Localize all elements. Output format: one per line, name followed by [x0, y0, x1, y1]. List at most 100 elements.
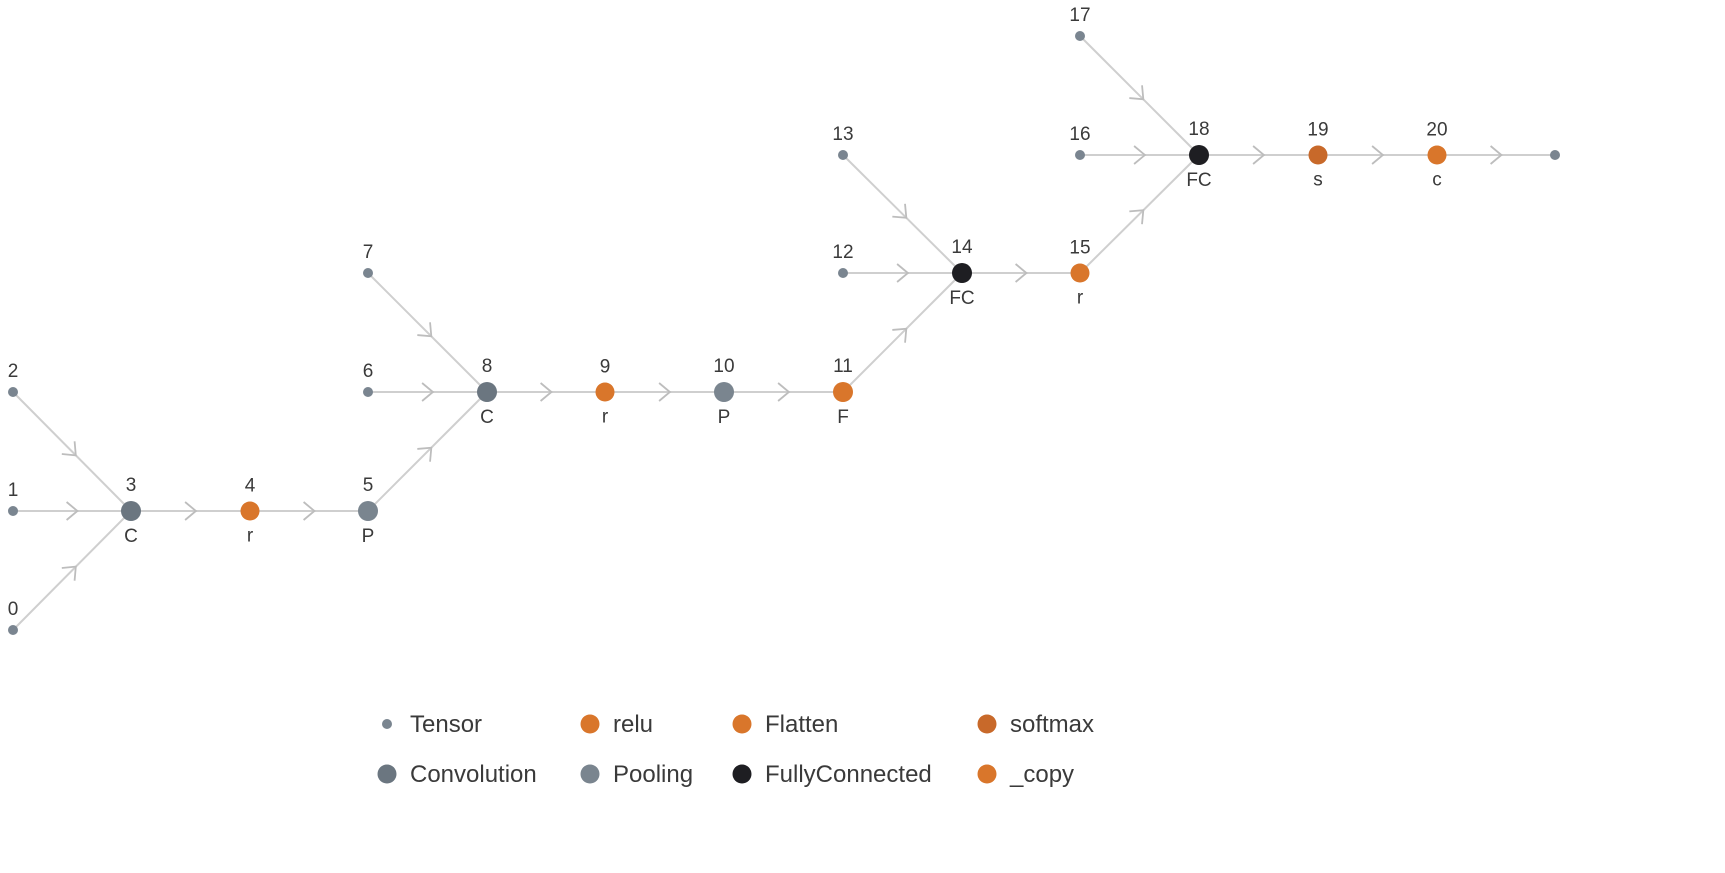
- copy-node-dot[interactable]: [1427, 145, 1447, 165]
- edge-arrow-icon: [66, 501, 79, 521]
- node-number: 1: [8, 480, 19, 501]
- node-output[interactable]: [1550, 150, 1560, 160]
- node-type-label: s: [1313, 170, 1323, 191]
- legend-label: Flatten: [765, 711, 838, 738]
- legend-swatch: [580, 764, 600, 784]
- node-12[interactable]: 12: [832, 242, 854, 278]
- legend-item-relu: relu: [580, 711, 653, 738]
- tensor-node-dot[interactable]: [1550, 150, 1560, 160]
- node-19[interactable]: 19 s: [1307, 120, 1328, 191]
- node-type-label: r: [602, 407, 609, 428]
- tensor-node-dot[interactable]: [363, 387, 373, 397]
- edge-arrow-icon: [1490, 145, 1503, 165]
- node-10[interactable]: 10 P: [713, 356, 734, 428]
- edge-arrow-icon: [1015, 263, 1028, 283]
- edge-5-8: [367, 391, 488, 512]
- node-13[interactable]: 13: [832, 124, 854, 160]
- edge-line: [1079, 154, 1200, 274]
- convolution-node-dot[interactable]: [121, 501, 141, 521]
- edge-9-10: [605, 382, 724, 402]
- edge-line: [842, 272, 963, 393]
- node-number: 18: [1188, 119, 1209, 140]
- node-0[interactable]: 0: [8, 599, 19, 635]
- tensor-node-dot[interactable]: [838, 150, 848, 160]
- relu-node-dot[interactable]: [595, 382, 615, 402]
- edge-arrow-icon: [417, 446, 433, 462]
- node-8[interactable]: 8C: [477, 356, 497, 428]
- relu-node-dot[interactable]: [1070, 263, 1090, 283]
- node-9[interactable]: 9r: [595, 357, 615, 428]
- tensor-node-dot[interactable]: [838, 268, 848, 278]
- node-type-label: F: [837, 407, 849, 428]
- legend-label: relu: [613, 711, 653, 738]
- edge-13-14: [842, 154, 963, 274]
- tensor-node-dot[interactable]: [1075, 31, 1085, 41]
- node-type-label: C: [480, 407, 494, 428]
- fullyconnected-node-dot[interactable]: [952, 263, 972, 283]
- node-number: 19: [1307, 120, 1328, 141]
- node-3[interactable]: 3C: [121, 475, 141, 547]
- tensor-node-dot[interactable]: [363, 268, 373, 278]
- edge-line: [12, 391, 132, 512]
- edge-arrow-icon: [1371, 145, 1385, 165]
- node-5[interactable]: 5P: [358, 475, 378, 547]
- pooling-node-dot[interactable]: [358, 501, 378, 521]
- pooling-node-dot[interactable]: [714, 382, 734, 402]
- edge-17-18: [1079, 35, 1200, 156]
- node-11[interactable]: 11 F: [833, 356, 853, 428]
- tensor-node-dot[interactable]: [8, 387, 18, 397]
- node-1[interactable]: 1: [8, 480, 19, 516]
- node-18[interactable]: 18 FC: [1186, 119, 1211, 191]
- edge-8-9: [487, 382, 605, 402]
- legend-swatch: [977, 764, 997, 784]
- node-20[interactable]: 20 c: [1426, 120, 1447, 191]
- edge-arrow-icon: [417, 322, 433, 338]
- legend-item-flatten: Flatten: [732, 711, 838, 738]
- tensor-node-dot[interactable]: [8, 506, 18, 516]
- node-16[interactable]: 16: [1069, 124, 1091, 160]
- node-7[interactable]: 7: [363, 242, 374, 278]
- edge-arrow-icon: [892, 203, 908, 219]
- legend-swatch: [732, 714, 752, 734]
- node-number: 5: [363, 475, 374, 496]
- edge-arrow-icon: [1129, 85, 1145, 101]
- convolution-node-dot[interactable]: [477, 382, 497, 402]
- legend-label: FullyConnected: [765, 761, 932, 788]
- node-number: 9: [600, 357, 611, 378]
- legend-swatch: [580, 714, 600, 734]
- node-number: 10: [713, 356, 734, 377]
- edge-line: [1079, 35, 1200, 156]
- legend-label: Tensor: [410, 711, 482, 738]
- node-2[interactable]: 2: [8, 361, 19, 397]
- edge-arrow-icon: [1129, 209, 1145, 225]
- softmax-node-dot[interactable]: [1308, 145, 1328, 165]
- relu-node-dot[interactable]: [240, 501, 260, 521]
- node-17[interactable]: 17: [1069, 5, 1091, 41]
- node-number: 14: [951, 237, 973, 258]
- legend-swatch: [377, 764, 397, 784]
- node-4[interactable]: 4r: [240, 476, 260, 547]
- edge-4-5: [250, 501, 368, 521]
- edge-arrow-icon: [303, 501, 316, 521]
- fullyconnected-node-dot[interactable]: [1189, 145, 1209, 165]
- edge-arrow-icon: [658, 382, 672, 402]
- node-15[interactable]: 15 r: [1069, 238, 1090, 309]
- edge-arrow-icon: [777, 382, 791, 402]
- node-type-label: FC: [1186, 170, 1211, 191]
- node-14[interactable]: 14 FC: [949, 237, 974, 309]
- legend-item-copy: _copy: [977, 761, 1074, 788]
- node-number: 6: [363, 361, 374, 382]
- node-6[interactable]: 6: [363, 361, 374, 397]
- edge-arrow-icon: [540, 382, 553, 402]
- tensor-node-dot[interactable]: [1075, 150, 1085, 160]
- flatten-node-dot[interactable]: [833, 382, 853, 402]
- tensor-node-dot[interactable]: [8, 625, 18, 635]
- node-number: 11: [833, 356, 853, 377]
- legend-label: softmax: [1010, 711, 1094, 738]
- legend-label: _copy: [1009, 761, 1074, 788]
- edge-arrow-icon: [421, 382, 435, 402]
- node-type-label: c: [1432, 170, 1442, 191]
- edge-6-8: [368, 382, 487, 402]
- node-number: 8: [482, 356, 493, 377]
